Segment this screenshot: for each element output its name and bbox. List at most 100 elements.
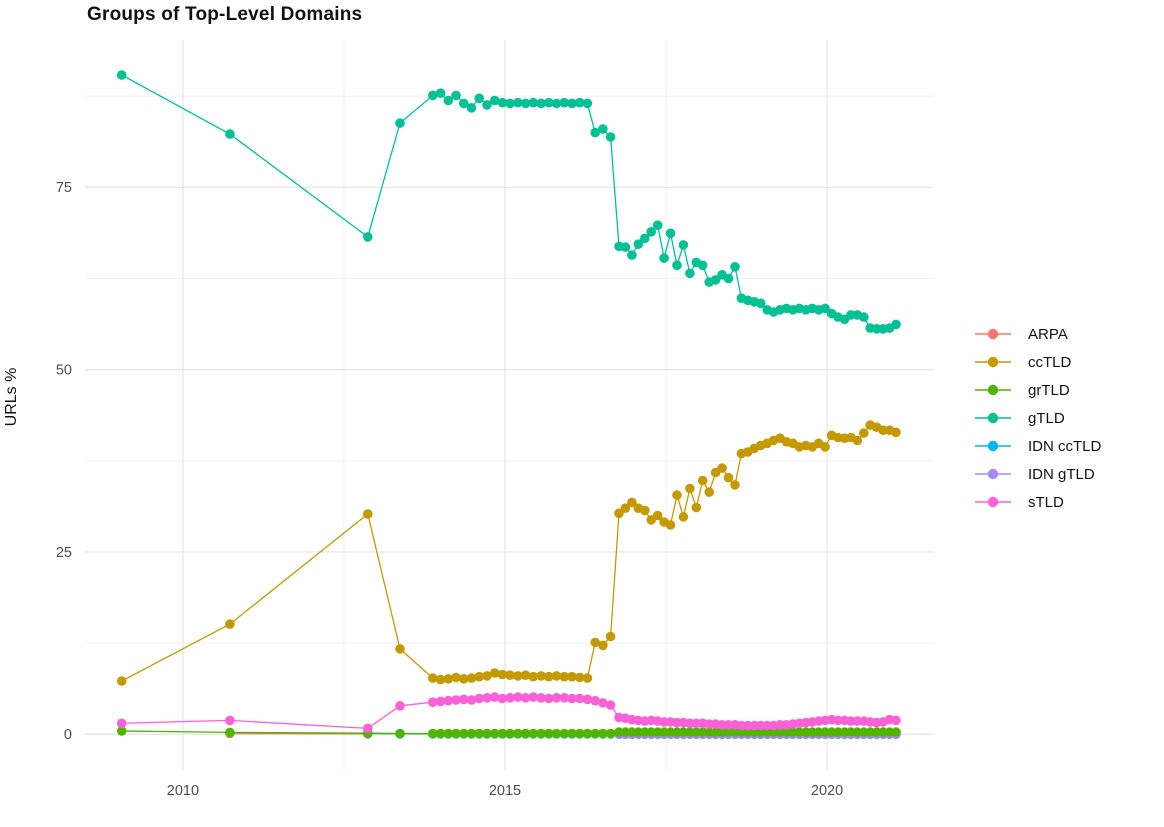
major-gridlines	[85, 40, 934, 770]
data-point	[497, 97, 508, 108]
legend-label: IDN ccTLD	[1028, 437, 1102, 455]
legend-label: grTLD	[1028, 381, 1070, 399]
legend-item-idn-gtld: IDN gTLD	[975, 460, 1101, 488]
data-point	[582, 694, 593, 705]
data-point	[574, 97, 585, 108]
legend: ARPA ccTLD grTLD gTLD IDN ccTLD IDN gTLD sTLD	[975, 320, 1101, 516]
data-point	[363, 509, 373, 519]
data-point	[723, 273, 734, 284]
data-point	[544, 693, 554, 704]
data-point	[544, 728, 554, 739]
data-point	[755, 298, 766, 309]
data-point	[443, 95, 454, 106]
data-point	[582, 673, 593, 683]
data-point	[116, 676, 127, 686]
data-point	[466, 728, 477, 739]
y-axis-title: URLs %	[3, 367, 20, 427]
data-point	[567, 671, 577, 682]
data-point	[559, 728, 570, 739]
data-point	[627, 250, 637, 260]
data-point	[459, 728, 469, 739]
data-point	[459, 98, 469, 109]
data-point	[497, 728, 508, 739]
data-point	[520, 693, 531, 703]
data-point	[474, 93, 485, 104]
series-gtld	[116, 70, 901, 334]
legend-key-point	[987, 440, 999, 452]
data-point	[574, 728, 585, 739]
data-point	[395, 118, 405, 128]
data-point	[459, 674, 469, 684]
data-point	[428, 673, 438, 683]
data-point	[451, 728, 461, 739]
x-tick-label: 2015	[489, 783, 521, 799]
data-point	[435, 88, 446, 98]
data-point	[559, 671, 570, 682]
data-point	[704, 487, 714, 497]
x-tick-label: 2010	[167, 783, 199, 799]
data-point	[443, 695, 454, 706]
data-point	[672, 490, 682, 500]
data-point	[459, 694, 469, 705]
data-point	[567, 728, 577, 739]
data-point	[489, 95, 500, 106]
data-point	[520, 728, 531, 739]
data-point	[528, 671, 539, 682]
data-point	[116, 726, 127, 736]
data-point	[627, 497, 637, 508]
legend-item-stld: sTLD	[975, 488, 1101, 516]
data-point	[536, 693, 546, 703]
data-point	[820, 442, 830, 452]
legend-item-arpa: ARPA	[975, 320, 1101, 348]
chart-title: Groups of Top-Level Domains	[87, 4, 363, 25]
data-point	[482, 100, 492, 110]
legend-key-icon	[975, 328, 1011, 340]
data-point	[363, 232, 373, 242]
legend-label: ARPA	[1028, 325, 1068, 343]
data-point	[859, 312, 869, 322]
y-tick-label: 50	[56, 363, 72, 379]
data-point	[652, 510, 663, 521]
data-point	[582, 728, 593, 739]
data-point	[598, 640, 608, 651]
legend-item-idn-cctld: IDN ccTLD	[975, 432, 1101, 460]
series-cctld	[116, 420, 901, 686]
data-point	[730, 480, 740, 490]
data-point	[497, 693, 508, 704]
data-point	[685, 268, 695, 279]
data-point	[590, 637, 600, 648]
legend-key-icon	[975, 412, 1011, 424]
data-point	[551, 728, 562, 739]
data-point	[225, 715, 235, 726]
legend-key-icon	[975, 468, 1011, 480]
legend-key-icon	[975, 384, 1011, 396]
data-point	[363, 723, 373, 734]
data-point	[520, 670, 531, 680]
data-point	[428, 90, 438, 101]
data-point	[513, 728, 523, 739]
data-point	[659, 253, 669, 263]
data-point	[474, 671, 485, 682]
legend-key-point	[987, 412, 999, 424]
data-point	[435, 674, 446, 685]
data-point	[605, 631, 616, 642]
data-point	[443, 674, 454, 684]
data-point	[544, 97, 554, 108]
data-point	[559, 693, 570, 703]
data-point	[859, 428, 869, 438]
data-point	[225, 619, 235, 629]
data-point	[428, 697, 438, 707]
legend-label: IDN gTLD	[1028, 465, 1095, 483]
data-point	[567, 98, 577, 109]
data-point	[116, 718, 127, 729]
data-point	[528, 728, 539, 739]
data-point	[567, 693, 577, 704]
legend-key-point	[987, 328, 999, 340]
legend-key-icon	[975, 356, 1011, 368]
data-point	[598, 124, 608, 134]
data-point	[605, 700, 616, 710]
data-point	[605, 132, 616, 142]
series-line	[121, 74, 897, 330]
data-point	[633, 239, 644, 249]
